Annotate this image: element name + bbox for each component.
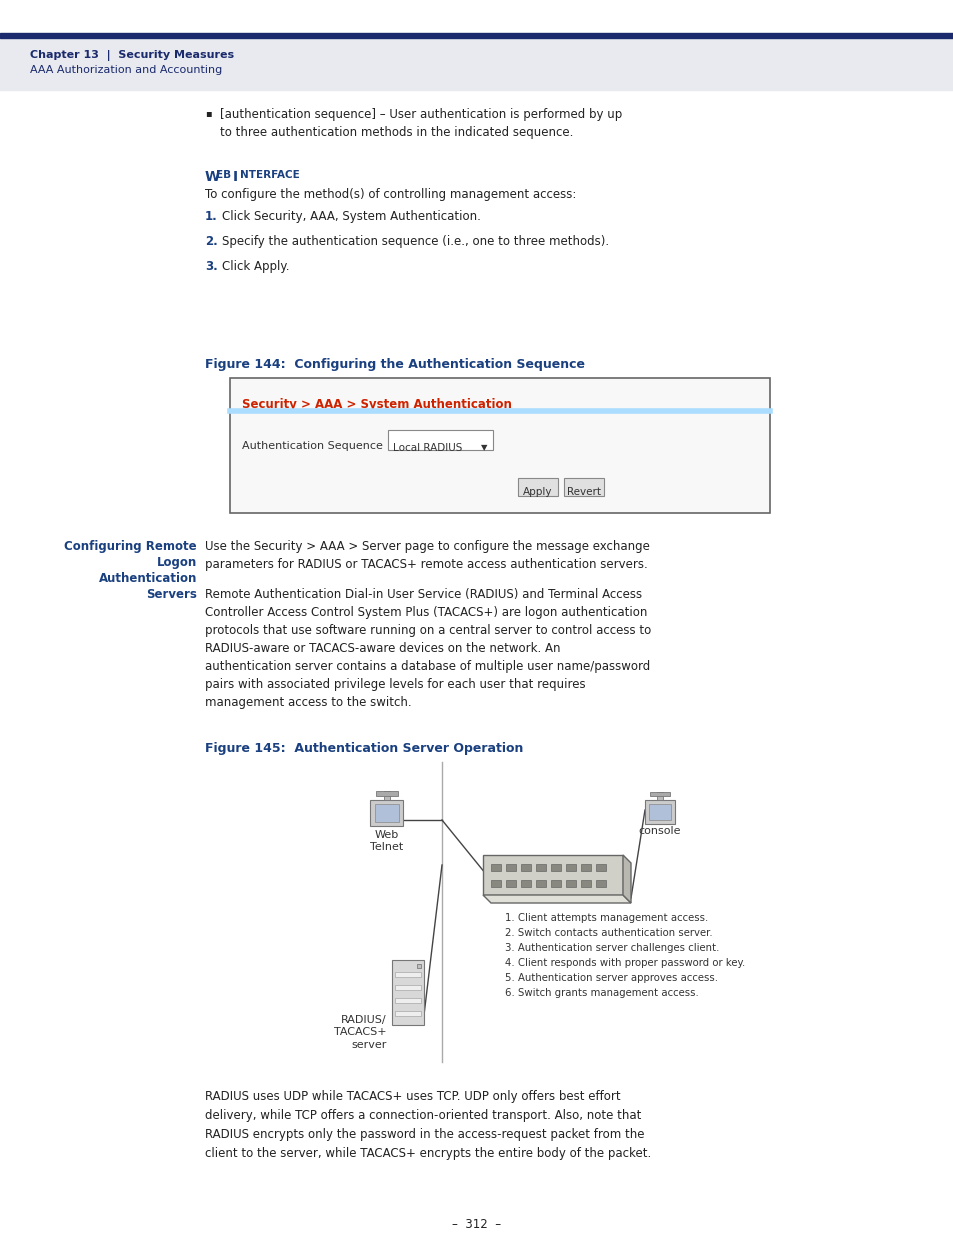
Text: I: I: [233, 170, 238, 184]
Bar: [395, 972, 420, 977]
Text: Chapter 13  |  Security Measures: Chapter 13 | Security Measures: [30, 49, 233, 61]
Text: RADIUS/
TACACS+
server: RADIUS/ TACACS+ server: [334, 1015, 387, 1050]
Text: 5. Authentication server approves access.: 5. Authentication server approves access…: [504, 973, 718, 983]
Text: Configuring Remote: Configuring Remote: [64, 540, 196, 553]
Text: Servers: Servers: [146, 588, 196, 601]
Bar: [551, 864, 560, 871]
Text: [authentication sequence] – User authentication is performed by up
to three auth: [authentication sequence] – User authent…: [220, 107, 621, 140]
Bar: [536, 864, 545, 871]
Bar: [383, 792, 390, 800]
Bar: [230, 378, 769, 513]
Bar: [580, 864, 590, 871]
Bar: [395, 998, 420, 1003]
Bar: [505, 864, 516, 871]
Bar: [491, 881, 500, 887]
Text: AAA Authorization and Accounting: AAA Authorization and Accounting: [30, 65, 222, 75]
Bar: [505, 881, 516, 887]
Text: NTERFACE: NTERFACE: [240, 170, 299, 180]
Text: RADIUS uses UDP while TACACS+ uses TCP. UDP only offers best effort
delivery, wh: RADIUS uses UDP while TACACS+ uses TCP. …: [205, 1091, 651, 1160]
Text: 1.: 1.: [205, 210, 217, 224]
Text: Logon: Logon: [156, 556, 196, 569]
Bar: [375, 792, 397, 795]
Bar: [375, 804, 398, 823]
Bar: [388, 430, 493, 450]
Polygon shape: [482, 895, 630, 903]
Bar: [644, 800, 675, 824]
Text: 1. Client attempts management access.: 1. Client attempts management access.: [504, 913, 707, 923]
Text: console: console: [639, 826, 680, 836]
Text: 2. Switch contacts authentication server.: 2. Switch contacts authentication server…: [504, 927, 712, 939]
Bar: [536, 881, 545, 887]
Text: 2.: 2.: [205, 235, 217, 248]
Text: Remote Authentication Dial-in User Service (RADIUS) and Terminal Access
Controll: Remote Authentication Dial-in User Servi…: [205, 588, 651, 709]
Bar: [565, 881, 576, 887]
Bar: [491, 864, 500, 871]
Text: ▪: ▪: [205, 107, 212, 119]
Text: Revert: Revert: [566, 487, 600, 496]
Bar: [395, 986, 420, 990]
Text: 3. Authentication server challenges client.: 3. Authentication server challenges clie…: [504, 944, 719, 953]
Bar: [563, 478, 603, 496]
Text: Click Apply.: Click Apply.: [222, 261, 289, 273]
Bar: [482, 855, 622, 895]
Text: 6. Switch grants management access.: 6. Switch grants management access.: [504, 988, 698, 998]
Bar: [657, 792, 662, 800]
Bar: [370, 800, 403, 826]
Bar: [648, 804, 670, 820]
Text: –  312  –: – 312 –: [452, 1218, 501, 1231]
Text: Local RADIUS: Local RADIUS: [393, 443, 462, 453]
Text: To configure the method(s) of controlling management access:: To configure the method(s) of controllin…: [205, 188, 576, 201]
Bar: [416, 965, 420, 968]
Text: Use the Security > AAA > Server page to configure the message exchange
parameter: Use the Security > AAA > Server page to …: [205, 540, 649, 571]
Text: Figure 145:  Authentication Server Operation: Figure 145: Authentication Server Operat…: [205, 742, 523, 755]
Bar: [596, 864, 605, 871]
Polygon shape: [622, 855, 630, 903]
Text: Web
Telnet: Web Telnet: [370, 830, 403, 852]
Bar: [580, 881, 590, 887]
Bar: [392, 960, 423, 1025]
Text: EB: EB: [215, 170, 231, 180]
Bar: [520, 881, 531, 887]
Bar: [0, 33, 953, 38]
Bar: [395, 1011, 420, 1016]
Bar: [649, 792, 669, 797]
Text: Figure 144:  Configuring the Authentication Sequence: Figure 144: Configuring the Authenticati…: [205, 358, 584, 370]
Text: Specify the authentication sequence (i.e., one to three methods).: Specify the authentication sequence (i.e…: [222, 235, 608, 248]
Bar: [520, 864, 531, 871]
Text: W: W: [205, 170, 220, 184]
Text: Authentication Sequence: Authentication Sequence: [242, 441, 382, 451]
Text: Authentication: Authentication: [98, 572, 196, 585]
Bar: [0, 38, 953, 90]
Bar: [551, 881, 560, 887]
Bar: [517, 478, 558, 496]
Text: 4. Client responds with proper password or key.: 4. Client responds with proper password …: [504, 958, 744, 968]
Bar: [596, 881, 605, 887]
Text: 3.: 3.: [205, 261, 217, 273]
Text: Click Security, AAA, System Authentication.: Click Security, AAA, System Authenticati…: [222, 210, 480, 224]
Text: Apply: Apply: [522, 487, 552, 496]
Bar: [565, 864, 576, 871]
Text: ▼: ▼: [480, 443, 487, 452]
Text: Security > AAA > System Authentication: Security > AAA > System Authentication: [242, 398, 512, 411]
